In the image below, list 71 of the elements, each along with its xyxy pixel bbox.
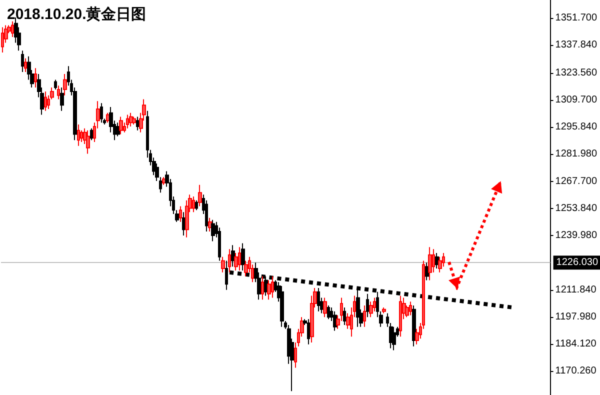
candlestick [119, 116, 123, 135]
candlestick [63, 73, 67, 96]
candlestick [369, 301, 373, 318]
y-tick-label: 1267.700 [555, 176, 598, 188]
candlestick [238, 246, 241, 271]
candlestick [34, 68, 37, 88]
candlestick [192, 196, 195, 213]
candlestick [264, 276, 268, 296]
candlestick [267, 280, 271, 300]
candlestick [228, 248, 231, 273]
candlestick [438, 256, 442, 273]
candlestick [24, 58, 27, 72]
candlestick [327, 304, 330, 320]
candlestick [182, 212, 185, 236]
candlestick [126, 114, 129, 129]
candlestick [1, 26, 4, 54]
candlestick [307, 318, 310, 345]
candlestick [231, 244, 235, 268]
y-tick-label: 1281.980 [555, 148, 598, 160]
candlestick [208, 217, 212, 232]
y-tick-label: 1184.120 [555, 338, 597, 350]
chart-title: 2018.10.20.黄金日图 [7, 6, 146, 23]
candlestick [244, 260, 248, 277]
candlestick [280, 286, 284, 328]
candlestick [343, 306, 346, 326]
candlestick [425, 262, 429, 281]
candlestick [195, 200, 198, 211]
candlestick [261, 276, 264, 300]
y-tick-label: 1295.840 [555, 121, 598, 132]
candlestick [57, 85, 60, 100]
y-tick-label: 1239.980 [555, 230, 598, 241]
candlestick [435, 252, 439, 270]
candlestick [399, 295, 402, 338]
candlestick [198, 184, 202, 207]
candlestick [221, 256, 225, 273]
candlestick [366, 293, 369, 318]
candlestick [54, 79, 57, 90]
candlestick [86, 130, 90, 154]
candlestick [409, 301, 412, 316]
candlestick [428, 246, 432, 281]
y-tick-label: 1197.980 [555, 312, 597, 323]
candlestick [323, 297, 327, 318]
y-tick-label: 1323.560 [555, 67, 598, 78]
candlestick [271, 276, 274, 298]
candlestick [132, 116, 136, 126]
candlestick [382, 306, 386, 314]
candlestick [60, 87, 64, 112]
candlestick [77, 124, 80, 146]
candlestick [11, 20, 14, 38]
candlestick [179, 206, 182, 222]
y-tick-label: 1351.700 [555, 12, 598, 24]
candlestick [44, 90, 47, 112]
candlestick [21, 50, 24, 72]
candlestick [333, 310, 337, 332]
y-tick-label: 1309.700 [555, 94, 598, 106]
candlestick [211, 219, 215, 242]
candlestick [90, 128, 93, 141]
y-tick-label: 1211.840 [555, 284, 597, 296]
candlestick [100, 102, 103, 124]
candlestick [136, 116, 139, 131]
candlestick [241, 242, 245, 271]
ref-line-label: 1226.030 [556, 257, 598, 268]
y-tick-label: 1170.260 [555, 366, 597, 377]
candlestick [392, 326, 396, 351]
y-tick-label: 1253.840 [555, 203, 598, 214]
candlestick [116, 122, 120, 137]
candlestick [363, 304, 366, 328]
candlestick [129, 112, 133, 127]
candlestick [317, 287, 320, 312]
y-tick-label: 1337.840 [555, 40, 598, 51]
candlestick [412, 304, 416, 347]
